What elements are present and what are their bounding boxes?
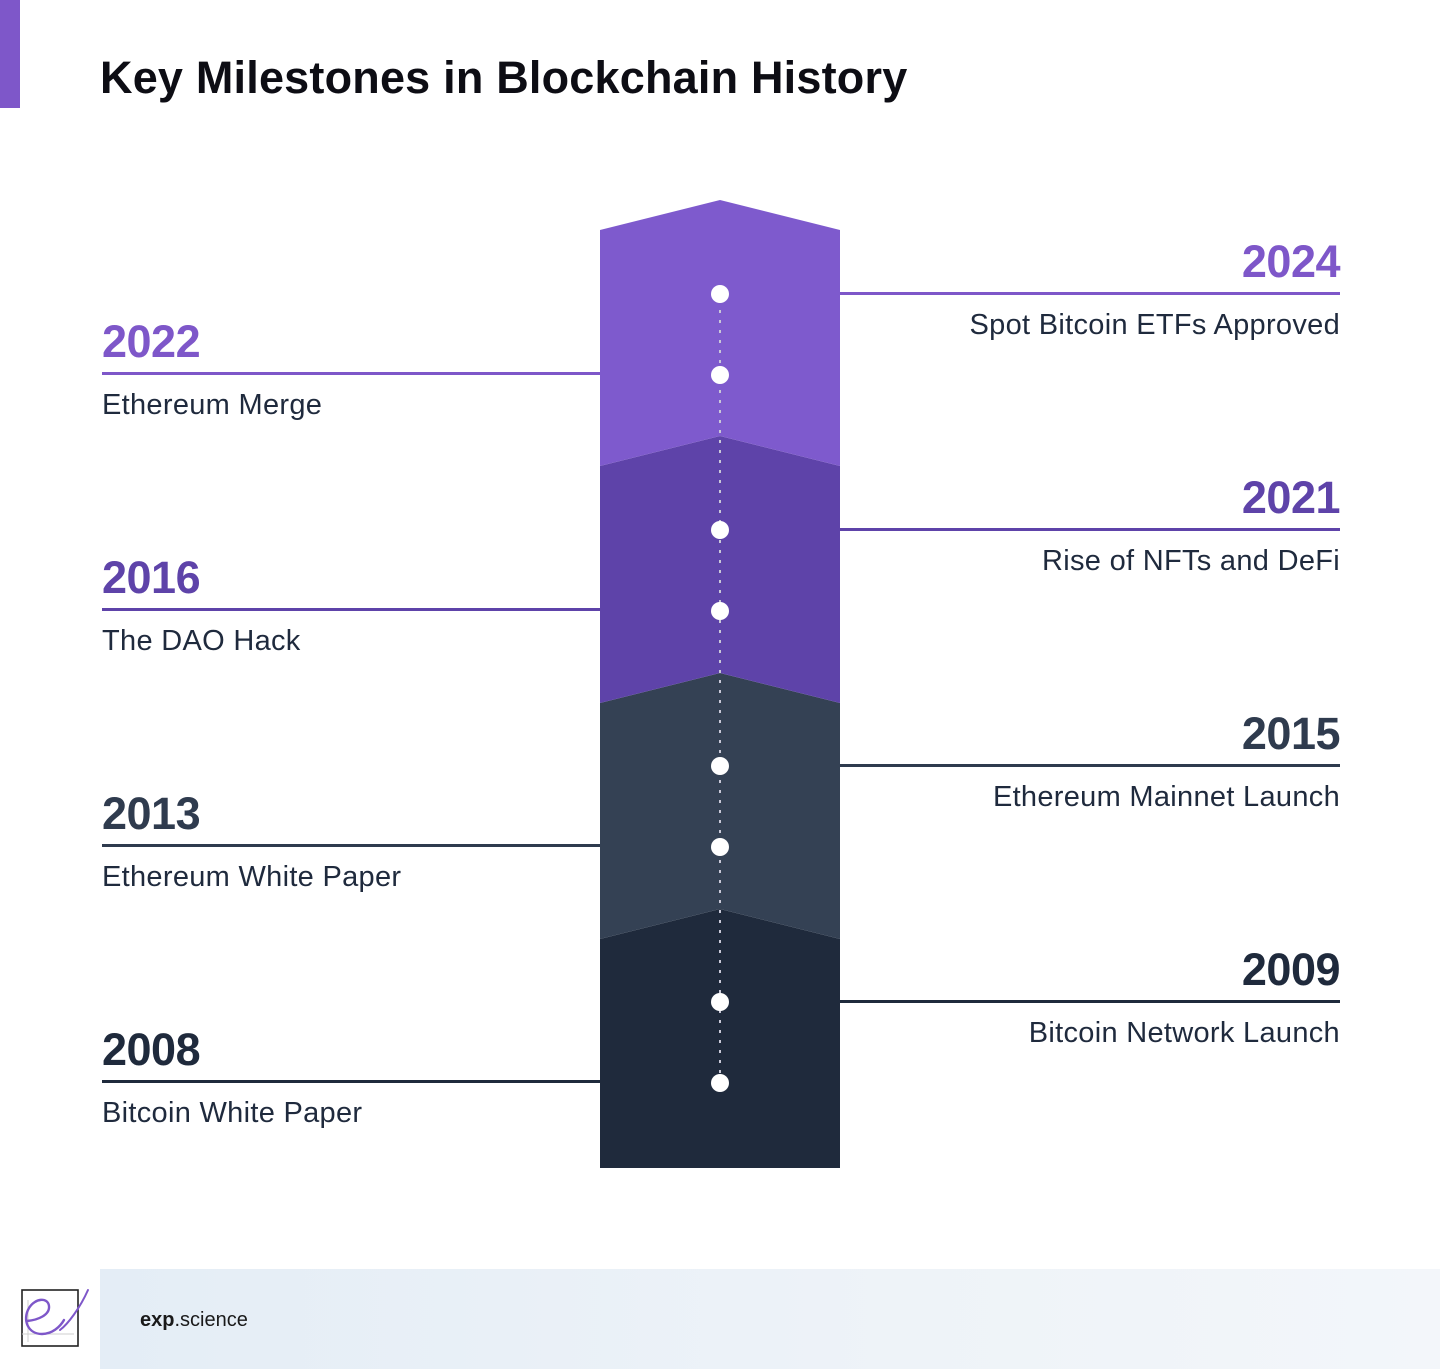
milestone-2024: 2024 Spot Bitcoin ETFs Approved — [840, 236, 1341, 343]
milestone-2021: 2021 Rise of NFTs and DeFi — [840, 472, 1341, 579]
timeline-dot-2013 — [711, 838, 729, 856]
milestone-year: 2022 — [102, 316, 201, 367]
timeline-dot-2016 — [711, 602, 729, 620]
brand-name-bold: exp — [140, 1309, 175, 1331]
milestone-year: 2024 — [1241, 236, 1341, 287]
accent-bar — [0, 0, 20, 108]
milestone-event: Spot Bitcoin ETFs Approved — [969, 309, 1340, 341]
segment-navy — [600, 909, 840, 1168]
milestone-year: 2008 — [102, 1024, 201, 1075]
milestone-rule — [840, 764, 1340, 767]
footer-band — [100, 1269, 1440, 1369]
milestone-event: Ethereum Merge — [102, 389, 323, 421]
milestone-event: Ethereum Mainnet Launch — [992, 781, 1340, 813]
milestone-year: 2016 — [102, 552, 201, 603]
milestone-event: Ethereum White Paper — [102, 861, 402, 893]
timeline-dot-2009 — [711, 993, 729, 1011]
page-title: Key Milestones in Blockchain History — [100, 52, 908, 103]
milestone-rule — [102, 372, 600, 375]
milestone-year: 2021 — [1241, 472, 1341, 523]
timeline-dot-2021 — [711, 521, 729, 539]
segment-purple-dark — [600, 436, 840, 703]
milestone-2013: 2013 Ethereum White Paper — [102, 788, 602, 895]
milestone-rule — [840, 528, 1340, 531]
milestone-rule — [840, 1000, 1340, 1003]
milestone-year: 2015 — [1241, 708, 1341, 759]
timeline-dot-2022 — [711, 366, 729, 384]
milestone-2008: 2008 Bitcoin White Paper — [102, 1024, 602, 1131]
milestone-rule — [840, 292, 1340, 295]
milestone-event: Bitcoin White Paper — [102, 1097, 363, 1129]
milestone-year: 2013 — [102, 788, 201, 839]
milestone-event: Rise of NFTs and DeFi — [1042, 545, 1340, 577]
milestone-rule — [102, 608, 600, 611]
milestone-rule — [102, 1080, 600, 1083]
timeline-dot-2024 — [711, 285, 729, 303]
milestone-year: 2009 — [1241, 944, 1341, 995]
timeline-dots — [711, 285, 729, 1092]
milestone-2022: 2022 Ethereum Merge — [102, 316, 602, 423]
timeline-dot-2008 — [711, 1074, 729, 1092]
timeline-dot-2015 — [711, 757, 729, 775]
brand-name-rest: .science — [174, 1309, 248, 1331]
exp-science-logo-icon — [21, 1289, 89, 1347]
milestone-event: Bitcoin Network Launch — [1028, 1017, 1340, 1049]
milestone-event: The DAO Hack — [102, 625, 301, 657]
milestone-2009: 2009 Bitcoin Network Launch — [840, 944, 1341, 1051]
milestone-rule — [102, 844, 600, 847]
milestone-2016: 2016 The DAO Hack — [102, 552, 602, 659]
milestone-2015: 2015 Ethereum Mainnet Launch — [840, 708, 1341, 815]
segment-slate — [600, 673, 840, 939]
brand-name: exp.science — [140, 1309, 248, 1332]
